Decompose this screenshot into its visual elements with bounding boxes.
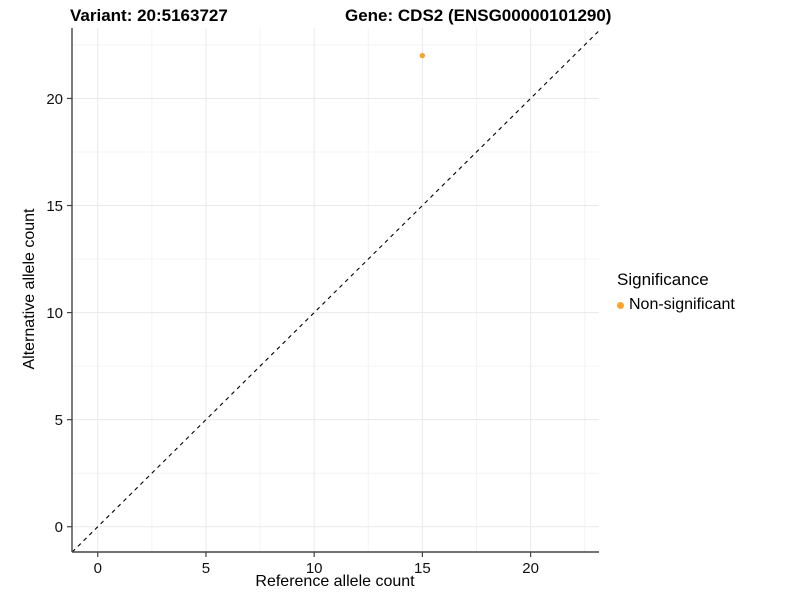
x-axis-title: Reference allele count	[255, 573, 415, 590]
gene-title: Gene: CDS2 (ENSG00000101290)	[345, 6, 612, 25]
variant-title: Variant: 20:5163727	[70, 6, 228, 25]
y-tick-label: 0	[55, 519, 63, 536]
legend-point-icon	[617, 301, 624, 309]
y-tick-label: 20	[46, 91, 63, 108]
y-tick-label: 15	[46, 198, 63, 215]
x-tick-label: 15	[414, 560, 431, 577]
x-tick-label: 10	[306, 560, 323, 577]
legend-title: Significance	[617, 270, 709, 289]
x-tick-label: 0	[94, 560, 102, 577]
legend-item-label: Non-significant	[629, 296, 735, 313]
y-tick-label: 10	[46, 305, 63, 322]
x-tick-label: 20	[522, 560, 539, 577]
x-tick-label: 5	[202, 560, 210, 577]
legend-items: Non-significant	[617, 296, 735, 314]
identity-reference-line	[71, 30, 600, 553]
data-point	[419, 52, 426, 59]
y-axis-title: Alternative allele count	[21, 208, 38, 370]
legend: Significance Non-significant	[617, 270, 735, 314]
y-tick-label: 5	[55, 412, 63, 429]
legend-item: Non-significant	[617, 296, 735, 314]
